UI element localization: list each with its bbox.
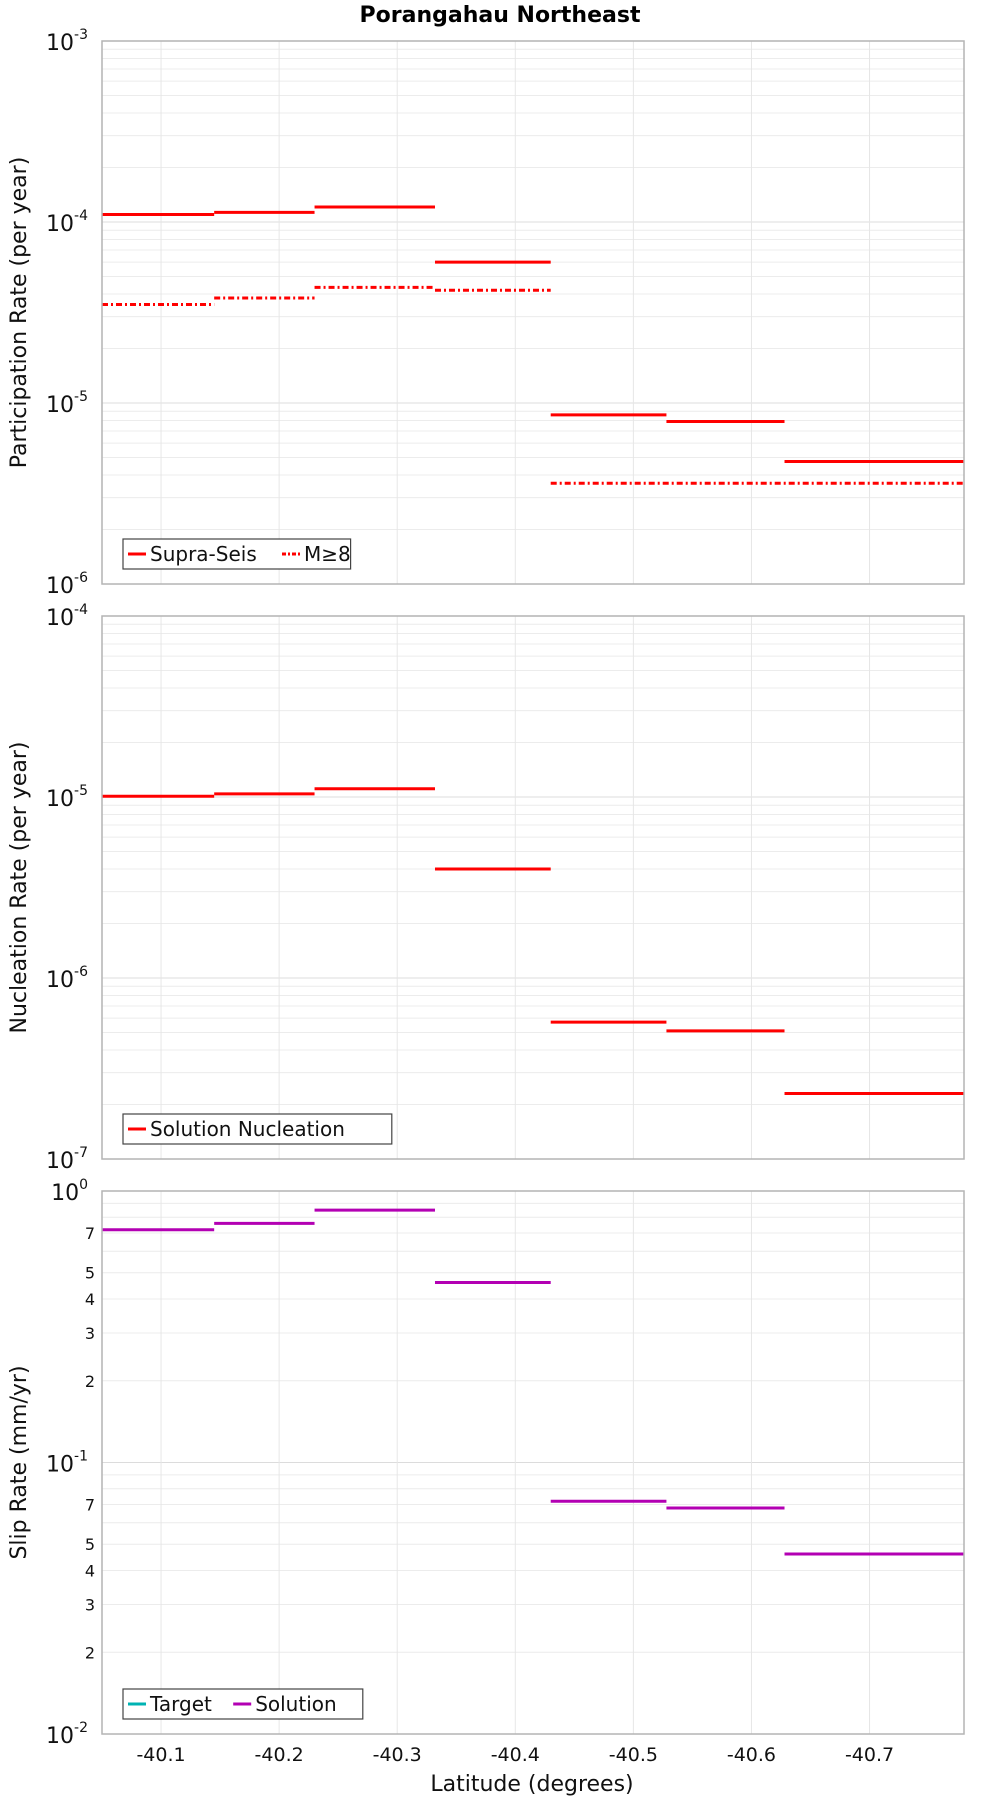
y-axis-label: Participation Rate (per year) [7, 157, 32, 469]
legend-label: Solution [255, 1692, 336, 1716]
y-tick-label: 2 [85, 1372, 95, 1391]
panel-3: 100 7 5 4 3 2 10-1 7 5 4 3 2 10-2 Slip Rate (mm/yr) Ta… [7, 1177, 965, 1749]
legend-box [122, 1113, 393, 1145]
y-tick-label: 10-2 [46, 1720, 88, 1749]
series-Supra-Seis [102, 205, 964, 464]
y-tick-label: 10-6 [46, 570, 88, 599]
plot-area [102, 41, 964, 584]
y-tick-label: 10-4 [46, 208, 88, 237]
legend-label: Solution Nucleation [150, 1117, 345, 1141]
plot-frame [101, 1190, 965, 1735]
x-tick-label: -40.6 [727, 1744, 776, 1766]
x-gridlines [160, 41, 871, 584]
y-gridlines [102, 623, 964, 1160]
x-axis-label: Latitude (degrees) [430, 1772, 633, 1797]
x-tick-label: -40.2 [255, 1744, 304, 1766]
y-axis-label: Nucleation Rate (per year) [7, 742, 32, 1034]
y-tick-label: 5 [85, 1535, 95, 1554]
y-tick-label: 10-5 [46, 389, 88, 418]
legend-box [122, 538, 352, 570]
x-tick-labels: -40.1 -40.2 -40.3 -40.4 -40.5 -40.6 -40.7 [136, 1744, 894, 1766]
y-tick-label: 10-5 [46, 783, 88, 812]
y-tick-labels: 10-3 10-4 10-5 10-6 [46, 27, 88, 599]
y-tick-label: 10-4 [46, 602, 88, 631]
series-M≥8 [102, 285, 964, 485]
y-tick-label: 10-3 [46, 27, 88, 56]
y-gridlines [102, 1202, 964, 1735]
y-tick-label: 4 [85, 1290, 95, 1309]
panel-2: 10-4 10-5 10-6 10-7 Nucleation Rate (per yea… [7, 602, 965, 1174]
y-tick-label: 100 [51, 1177, 88, 1206]
legend-label: Target [149, 1692, 212, 1716]
x-gridlines [160, 1191, 871, 1734]
x-tick-label: -40.5 [609, 1744, 658, 1766]
x-gridlines [160, 616, 871, 1159]
chart-title: Porangahau Northeast [360, 3, 641, 28]
x-tick-label: -40.4 [491, 1744, 540, 1766]
y-tick-label: 7 [85, 1224, 95, 1243]
x-tick-label: -40.7 [845, 1744, 894, 1766]
series-Solution Nucleation [102, 787, 964, 1096]
y-tick-label: 5 [85, 1264, 95, 1283]
y-tick-label: 10-6 [46, 964, 88, 993]
plot-frame [101, 40, 965, 585]
plot-area [102, 616, 964, 1159]
y-tick-label: 10-1 [46, 1449, 88, 1478]
y-tick-label: 3 [85, 1324, 95, 1343]
y-tick-labels: 100 7 5 4 3 2 10-1 7 5 4 3 2 10-2 [46, 1177, 95, 1749]
x-tick-label: -40.1 [136, 1744, 185, 1766]
legend: Target Solution [122, 1688, 364, 1720]
y-tick-label: 2 [85, 1643, 95, 1662]
y-tick-label: 3 [85, 1595, 95, 1614]
x-tick-label: -40.3 [373, 1744, 422, 1766]
legend-label: M≥8 [304, 542, 351, 566]
y-axis-label: Slip Rate (mm/yr) [7, 1365, 32, 1559]
legend: Supra-Seis M≥8 [122, 538, 352, 570]
legend: Solution Nucleation [122, 1113, 393, 1145]
y-tick-labels: 10-4 10-5 10-6 10-7 [46, 602, 88, 1174]
y-tick-label: 10-7 [46, 1145, 88, 1174]
panel-1: 10-3 10-4 10-5 10-6 Participation Rate (per … [7, 27, 965, 599]
legend-label: Supra-Seis [150, 542, 257, 566]
plot-frame [101, 615, 965, 1160]
y-tick-label: 7 [85, 1496, 95, 1515]
y-tick-label: 4 [85, 1562, 95, 1581]
series-Solution [102, 1208, 964, 1556]
y-gridlines [102, 48, 964, 585]
